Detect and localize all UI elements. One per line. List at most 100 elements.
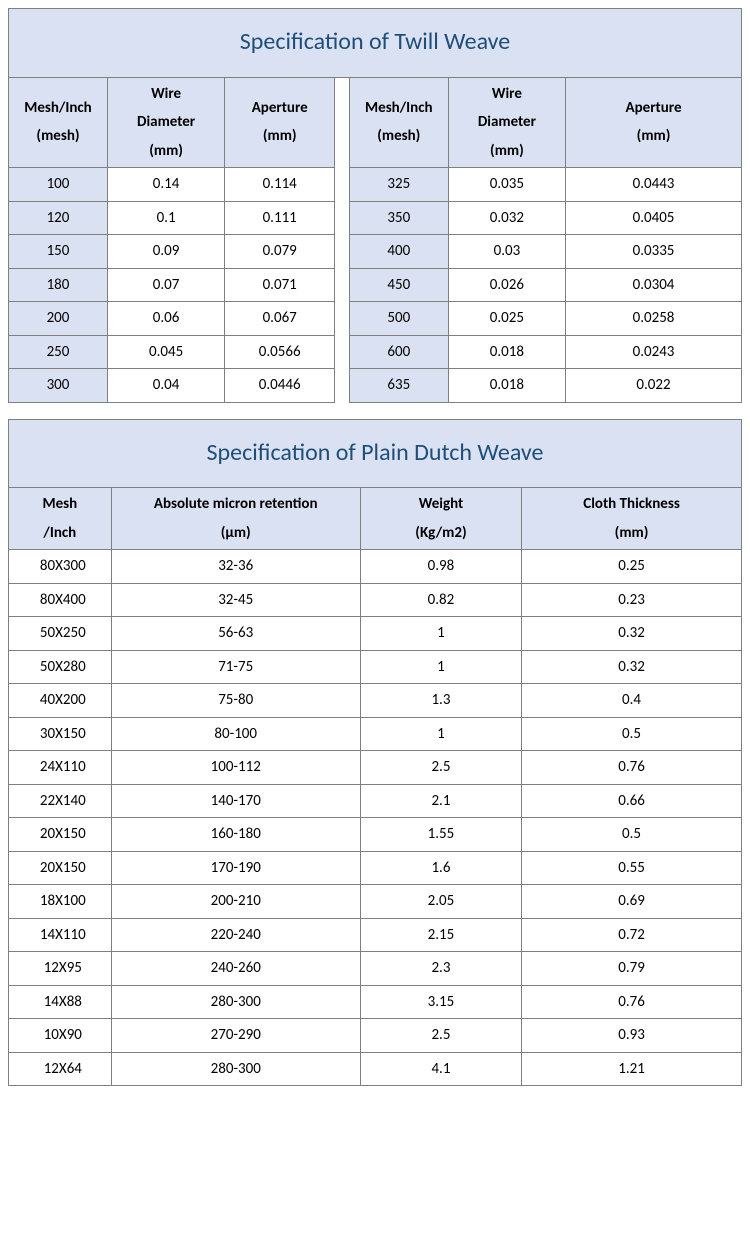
data-cell: 240-260 [111, 952, 360, 986]
data-cell: 0.5 [522, 818, 742, 852]
table-row: 14X88280-3003.150.76 [9, 985, 742, 1019]
data-cell: 2.5 [360, 751, 521, 785]
data-cell: 0.79 [522, 952, 742, 986]
table-row: 1200.10.1113500.0320.0405 [9, 201, 742, 235]
data-cell: 160-180 [111, 818, 360, 852]
data-cell: 120 [9, 201, 108, 235]
data-cell: 200-210 [111, 885, 360, 919]
data-cell: 32-36 [111, 550, 360, 584]
spacer-cell [335, 268, 350, 302]
data-cell: 80X400 [9, 583, 112, 617]
data-cell: 1.55 [360, 818, 521, 852]
data-cell: 180 [9, 268, 108, 302]
spacer-cell [335, 168, 350, 202]
table-row: 20X150170-1901.60.55 [9, 851, 742, 885]
data-cell: 0.032 [448, 201, 565, 235]
table-row: 3000.040.04466350.0180.022 [9, 369, 742, 403]
data-cell: 0.0258 [566, 302, 742, 336]
data-cell: 12X64 [9, 1052, 112, 1086]
dutch-weave-table: Specification of Plain Dutch Weave Mesh/… [8, 419, 742, 1087]
data-cell: 0.5 [522, 717, 742, 751]
twill-col-wire-l: WireDiameter(mm) [107, 77, 224, 168]
table-row: 24X110100-1122.50.76 [9, 751, 742, 785]
data-cell: 0.23 [522, 583, 742, 617]
table-row: 50X25056-6310.32 [9, 617, 742, 651]
data-cell: 0.4 [522, 684, 742, 718]
data-cell: 0.071 [225, 268, 335, 302]
data-cell: 0.026 [448, 268, 565, 302]
twill-col-spacer [335, 77, 350, 168]
data-cell: 71-75 [111, 650, 360, 684]
data-cell: 12X95 [9, 952, 112, 986]
data-cell: 2.3 [360, 952, 521, 986]
data-cell: 0.76 [522, 985, 742, 1019]
data-cell: 100 [9, 168, 108, 202]
data-cell: 0.76 [522, 751, 742, 785]
data-cell: 200 [9, 302, 108, 336]
data-cell: 2.5 [360, 1019, 521, 1053]
data-cell: 80-100 [111, 717, 360, 751]
data-cell: 0.067 [225, 302, 335, 336]
data-cell: 0.72 [522, 918, 742, 952]
data-cell: 0.025 [448, 302, 565, 336]
data-cell: 0.111 [225, 201, 335, 235]
data-cell: 0.018 [448, 369, 565, 403]
data-cell: 0.32 [522, 617, 742, 651]
table-row: 12X95240-2602.30.79 [9, 952, 742, 986]
data-cell: 280-300 [111, 985, 360, 1019]
data-cell: 0.114 [225, 168, 335, 202]
data-cell: 400 [349, 235, 448, 269]
table-row: 1800.070.0714500.0260.0304 [9, 268, 742, 302]
table-row: 22X140140-1702.10.66 [9, 784, 742, 818]
data-cell: 0.04 [107, 369, 224, 403]
data-cell: 0.0335 [566, 235, 742, 269]
data-cell: 56-63 [111, 617, 360, 651]
data-cell: 20X150 [9, 818, 112, 852]
table-row: 30X15080-10010.5 [9, 717, 742, 751]
dutch-title: Specification of Plain Dutch Weave [9, 419, 742, 488]
data-cell: 1.6 [360, 851, 521, 885]
data-cell: 0.079 [225, 235, 335, 269]
data-cell: 500 [349, 302, 448, 336]
data-cell: 10X90 [9, 1019, 112, 1053]
data-cell: 635 [349, 369, 448, 403]
data-cell: 0.07 [107, 268, 224, 302]
data-cell: 0.82 [360, 583, 521, 617]
dutch-col-retention: Absolute micron retention(μm) [111, 488, 360, 550]
data-cell: 0.035 [448, 168, 565, 202]
twill-col-wire-r: WireDiameter(mm) [448, 77, 565, 168]
data-cell: 0.0243 [566, 335, 742, 369]
data-cell: 1.3 [360, 684, 521, 718]
twill-title: Specification of Twill Weave [9, 9, 742, 78]
table-row: 2500.0450.05666000.0180.0243 [9, 335, 742, 369]
data-cell: 14X110 [9, 918, 112, 952]
dutch-col-weight: Weight(Kg/m2) [360, 488, 521, 550]
data-cell: 75-80 [111, 684, 360, 718]
data-cell: 170-190 [111, 851, 360, 885]
data-cell: 0.06 [107, 302, 224, 336]
data-cell: 0.022 [566, 369, 742, 403]
data-cell: 1 [360, 717, 521, 751]
spacer-cell [335, 335, 350, 369]
data-cell: 350 [349, 201, 448, 235]
data-cell: 24X110 [9, 751, 112, 785]
data-cell: 0.0443 [566, 168, 742, 202]
dutch-col-thickness: Cloth Thickness(mm) [522, 488, 742, 550]
data-cell: 0.98 [360, 550, 521, 584]
twill-col-aperture-l: Aperture(mm) [225, 77, 335, 168]
data-cell: 0.0304 [566, 268, 742, 302]
data-cell: 14X88 [9, 985, 112, 1019]
data-cell: 0.03 [448, 235, 565, 269]
data-cell: 22X140 [9, 784, 112, 818]
data-cell: 80X300 [9, 550, 112, 584]
data-cell: 100-112 [111, 751, 360, 785]
data-cell: 50X280 [9, 650, 112, 684]
data-cell: 0.1 [107, 201, 224, 235]
dutch-col-mesh: Mesh/Inch [9, 488, 112, 550]
twill-col-aperture-r: Aperture(mm) [566, 77, 742, 168]
table-row: 14X110220-2402.150.72 [9, 918, 742, 952]
data-cell: 0.32 [522, 650, 742, 684]
data-cell: 1 [360, 650, 521, 684]
table-row: 1500.090.0794000.030.0335 [9, 235, 742, 269]
data-cell: 1.21 [522, 1052, 742, 1086]
